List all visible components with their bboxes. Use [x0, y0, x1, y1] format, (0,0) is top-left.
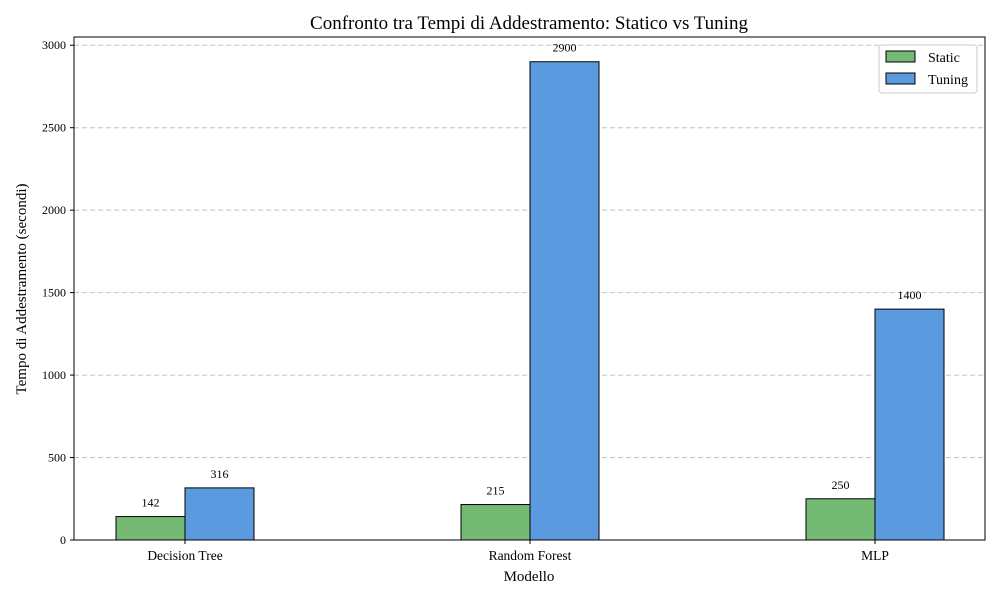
y-axis-ticks: 0 500 1000 1500 2000 2500 3000	[42, 38, 74, 547]
y-tick-label: 2500	[42, 121, 66, 135]
data-label: 250	[832, 478, 850, 492]
data-label: 215	[487, 484, 505, 498]
x-tick-label: Decision Tree	[147, 548, 222, 563]
bar-static-decision-tree	[115, 516, 186, 541]
legend-swatch-tuning	[885, 72, 916, 85]
x-tick-label: MLP	[861, 548, 889, 563]
bars-group	[115, 61, 945, 541]
bar-tuning-decision-tree	[184, 487, 255, 541]
legend-swatch-static	[885, 50, 916, 63]
data-label: 2900	[553, 41, 577, 55]
legend-label-static: Static	[928, 51, 960, 66]
bar-static-random-forest	[460, 504, 531, 541]
bar-static-mlp	[805, 498, 876, 541]
y-tick-label: 3000	[42, 38, 66, 52]
y-tick-label: 2000	[42, 203, 66, 217]
data-label: 1400	[898, 288, 922, 302]
y-tick-label: 1000	[42, 368, 66, 382]
y-tick-label: 0	[60, 533, 66, 547]
y-tick-label: 500	[48, 451, 66, 465]
x-axis-ticks: Decision Tree Random Forest MLP	[147, 540, 889, 563]
data-labels-group: 142 316 215 2900 250 1400	[142, 41, 922, 510]
legend: Static Tuning	[878, 44, 978, 94]
x-axis-label: Modello	[504, 569, 555, 585]
y-axis-label: Tempo di Addestramento (secondi)	[14, 184, 30, 395]
x-tick-label: Random Forest	[489, 548, 572, 563]
y-tick-label: 1500	[42, 286, 66, 300]
data-label: 316	[211, 467, 229, 481]
bar-tuning-mlp	[874, 308, 945, 541]
legend-label-tuning: Tuning	[928, 73, 968, 88]
bar-tuning-random-forest	[529, 61, 600, 541]
data-label: 142	[142, 496, 160, 510]
chart-title: Confronto tra Tempi di Addestramento: St…	[310, 13, 748, 34]
